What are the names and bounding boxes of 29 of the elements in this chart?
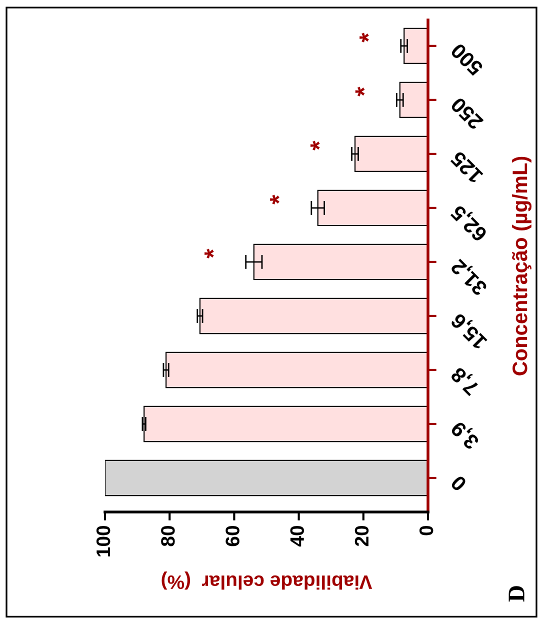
bar — [399, 82, 428, 118]
y-tick-label: 15,6 — [450, 310, 490, 350]
annotation: * — [270, 194, 280, 204]
annotation: * — [355, 86, 365, 96]
x-tick-label: 100 — [96, 526, 110, 556]
annotation: * — [204, 248, 214, 258]
y-tick-label: 0 — [450, 474, 468, 492]
bar — [404, 28, 428, 64]
y-tick-label: 250 — [450, 96, 484, 130]
text: D — [508, 586, 524, 602]
bar — [165, 352, 428, 388]
bar — [354, 136, 428, 172]
x-tick-label: 20 — [354, 526, 369, 546]
y-tick-label: 125 — [450, 150, 484, 184]
bar — [199, 298, 428, 334]
y-axis-title: Concentração (µg/mL) — [512, 156, 532, 376]
y-tick-label: 7,8 — [450, 364, 482, 396]
x-tick-label: 80 — [161, 526, 175, 546]
x-tick-label: 40 — [290, 526, 304, 547]
annotation: * — [310, 140, 320, 150]
x-tick-label: 0 — [419, 526, 434, 536]
bar — [105, 460, 428, 496]
y-tick-label: 500 — [450, 42, 484, 77]
y-tick-label: 62,5 — [450, 202, 490, 243]
x-tick-label: 60 — [226, 526, 240, 546]
x-axis-title: Viabilidade celular (%) — [162, 572, 372, 590]
y-tick-label: 3,9 — [450, 418, 482, 451]
annotation: * — [360, 32, 369, 42]
bar — [144, 406, 428, 442]
